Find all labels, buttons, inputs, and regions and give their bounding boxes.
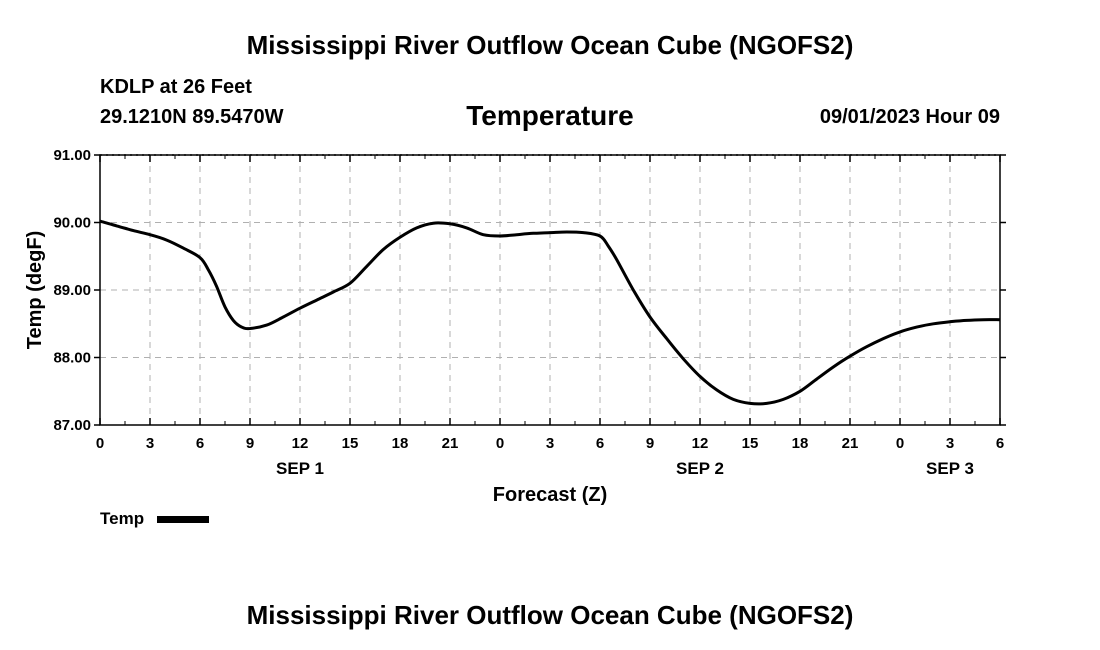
chart-title: Temperature <box>466 100 634 131</box>
x-tick-label: 6 <box>996 435 1004 452</box>
date-label: SEP 3 <box>926 459 974 478</box>
x-tick-label: 15 <box>342 435 359 452</box>
temp-series-line <box>99 219 1001 406</box>
x-tick-label: 21 <box>842 435 859 452</box>
station-coords: 29.1210N 89.5470W <box>100 106 284 128</box>
x-tick-label: 18 <box>792 435 809 452</box>
x-tick-label: 3 <box>946 435 954 452</box>
x-tick-label: 0 <box>96 435 104 452</box>
y-tick-label: 87.00 <box>53 417 91 434</box>
legend-label: Temp <box>100 509 145 528</box>
x-tick-label: 0 <box>496 435 504 452</box>
x-tick-label: 6 <box>596 435 604 452</box>
ticks <box>94 154 1006 426</box>
legend: Temp <box>100 509 209 529</box>
y-tick-label: 90.00 <box>53 215 91 232</box>
x-tick-label: 6 <box>196 435 204 452</box>
x-tick-label: 12 <box>692 435 709 452</box>
y-tick-label: 91.00 <box>53 147 91 164</box>
x-tick-label: 3 <box>546 435 554 452</box>
date-label: SEP 1 <box>276 459 324 478</box>
x-axis-title: Forecast (Z) <box>493 484 607 506</box>
series <box>99 219 1001 406</box>
x-tick-label: 3 <box>146 435 154 452</box>
x-tick-label: 18 <box>392 435 409 452</box>
tick-labels: 87.00 88.00 89.00 90.00 91.00 0 3 6 9 12 15 18 21 0 3 6… <box>53 147 1004 478</box>
footer-title: Mississippi River Outflow Ocean Cube (NG… <box>246 600 854 630</box>
y-tick-label: 88.00 <box>53 350 91 367</box>
x-tick-label: 21 <box>442 435 459 452</box>
main-title: Mississippi River Outflow Ocean Cube (NG… <box>246 30 854 60</box>
x-tick-label: 9 <box>246 435 254 452</box>
x-tick-label: 12 <box>292 435 309 452</box>
x-tick-label: 9 <box>646 435 654 452</box>
x-tick-label: 0 <box>896 435 904 452</box>
station-label: KDLP at 26 Feet <box>100 76 252 98</box>
date-label: SEP 2 <box>676 459 724 478</box>
x-tick-label: 15 <box>742 435 759 452</box>
forecast-timestamp: 09/01/2023 Hour 09 <box>819 106 1000 128</box>
grid <box>100 154 1000 425</box>
legend-swatch <box>156 516 209 524</box>
y-tick-label: 89.00 <box>53 282 91 299</box>
y-axis-title: Temp (degF) <box>24 231 46 350</box>
